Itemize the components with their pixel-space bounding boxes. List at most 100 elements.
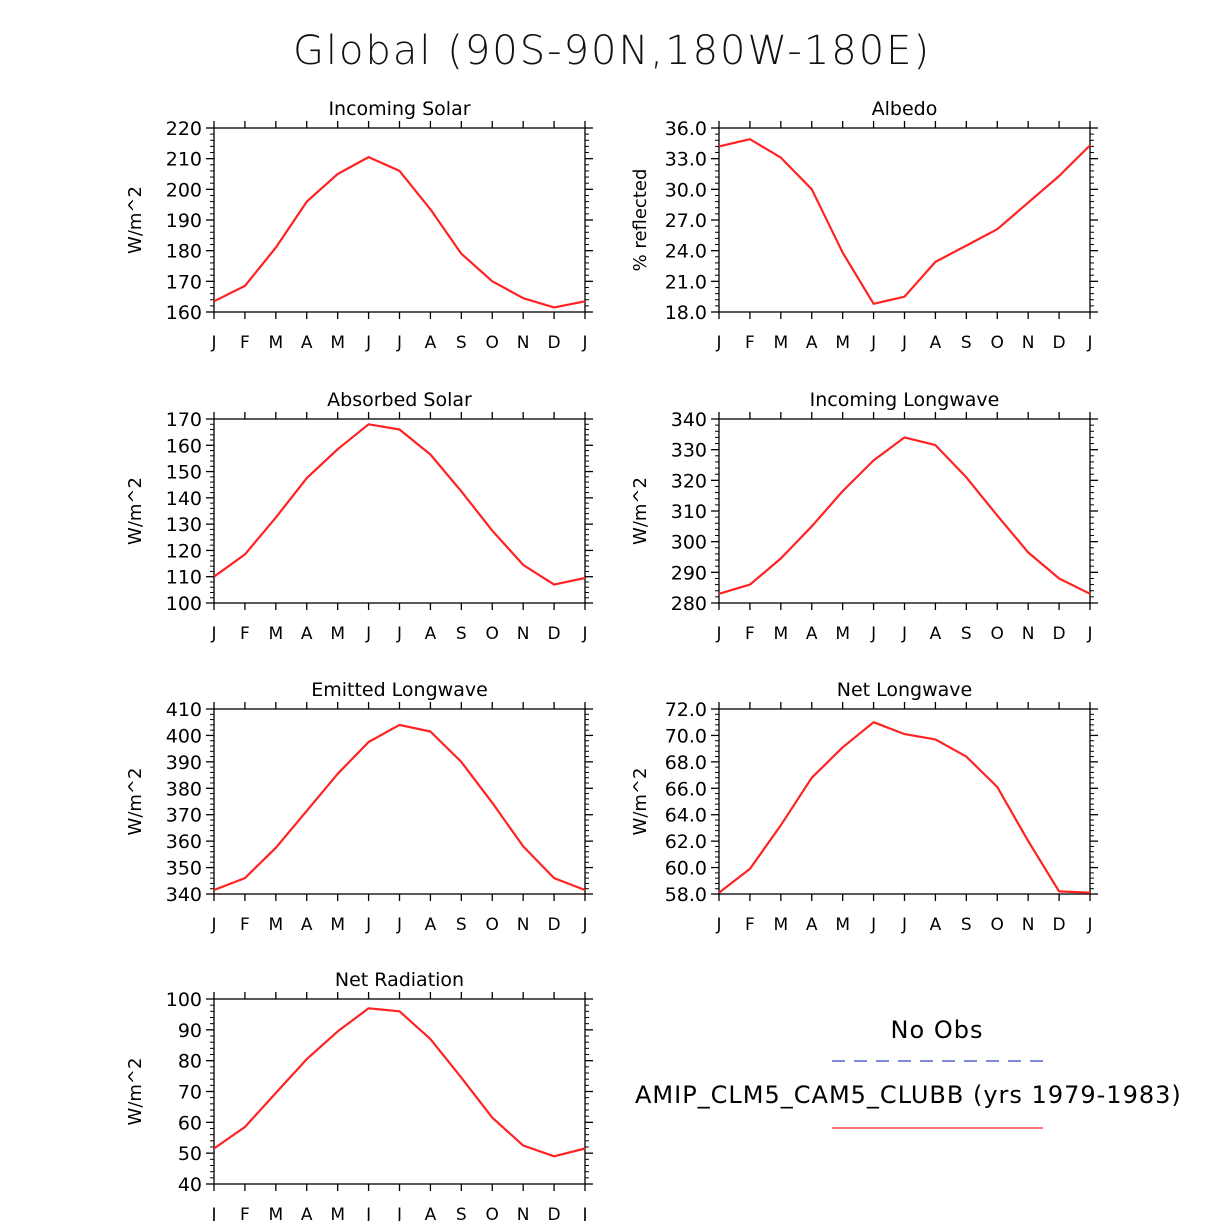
y-tick-label: 350 [166, 858, 202, 880]
x-tick-label: J [365, 333, 371, 353]
y-tick-label: 80 [178, 1051, 202, 1073]
x-tick-label: J [1086, 915, 1092, 935]
x-tick-label: S [961, 624, 972, 644]
x-tick-label: N [1022, 915, 1035, 935]
y-tick-label: 24.0 [665, 241, 707, 263]
y-tick-label: 170 [166, 409, 202, 431]
x-tick-label: A [301, 624, 313, 644]
y-tick-label: 40 [178, 1174, 202, 1196]
y-tick-label: 18.0 [665, 302, 707, 324]
x-tick-label: J [715, 333, 721, 353]
x-tick-label: J [870, 333, 876, 353]
x-tick-label: A [806, 915, 818, 935]
y-axis-label: % reflected [630, 169, 651, 272]
y-tick-label: 60 [178, 1112, 202, 1134]
y-tick-label: 68.0 [665, 752, 707, 774]
x-tick-label: A [425, 333, 437, 353]
x-tick-label: O [991, 624, 1004, 644]
x-tick-label: J [715, 915, 721, 935]
y-tick-label: 360 [166, 831, 202, 853]
y-tick-label: 160 [166, 435, 202, 457]
chart-title: Albedo [872, 98, 938, 120]
x-tick-label: D [548, 624, 561, 644]
x-tick-label: A [806, 624, 818, 644]
legend-model-label: AMIP_CLM5_CAM5_CLUBB (yrs 1979-1983) [635, 1081, 1182, 1109]
x-tick-label: J [581, 624, 587, 644]
x-tick-label: D [548, 333, 561, 353]
y-tick-label: 200 [166, 179, 202, 201]
x-tick-label: D [1053, 624, 1066, 644]
x-tick-label: J [901, 624, 907, 644]
plot-frame [718, 418, 1091, 604]
y-tick-label: 390 [166, 752, 202, 774]
x-tick-label: J [396, 624, 402, 644]
y-axis-label: W/m^2 [125, 477, 146, 545]
x-tick-label: A [425, 1205, 437, 1221]
x-tick-label: M [835, 624, 850, 644]
x-tick-label: J [870, 624, 876, 644]
x-tick-label: F [240, 333, 250, 353]
y-tick-label: 280 [671, 593, 707, 615]
y-tick-label: 220 [166, 118, 202, 140]
y-tick-label: 72.0 [665, 699, 707, 721]
x-tick-label: A [425, 915, 437, 935]
x-tick-label: F [745, 333, 755, 353]
y-tick-label: 36.0 [665, 118, 707, 140]
x-tick-label: M [835, 333, 850, 353]
x-tick-label: O [991, 333, 1004, 353]
x-tick-label: J [210, 333, 216, 353]
y-tick-label: 330 [671, 440, 707, 462]
x-tick-label: M [268, 1205, 283, 1221]
x-tick-label: M [773, 333, 788, 353]
x-tick-label: M [773, 915, 788, 935]
chart-title: Emitted Longwave [311, 679, 488, 701]
x-tick-label: J [581, 333, 587, 353]
x-tick-label: J [365, 1205, 371, 1221]
x-tick-label: A [301, 915, 313, 935]
y-tick-label: 340 [671, 409, 707, 431]
x-tick-label: A [301, 333, 313, 353]
x-tick-label: O [486, 915, 499, 935]
x-tick-label: S [456, 1205, 467, 1221]
series-line-0 [213, 423, 586, 586]
y-tick-label: 300 [671, 532, 707, 554]
y-tick-label: 90 [178, 1020, 202, 1042]
series-line-0 [718, 436, 1091, 595]
x-tick-label: J [210, 624, 216, 644]
y-tick-label: 62.0 [665, 831, 707, 853]
x-tick-label: J [396, 333, 402, 353]
x-tick-label: A [806, 333, 818, 353]
x-tick-label: J [1086, 624, 1092, 644]
y-axis-label: W/m^2 [125, 186, 146, 254]
y-tick-label: 21.0 [665, 271, 707, 293]
x-tick-label: A [930, 915, 942, 935]
x-tick-label: A [930, 333, 942, 353]
plot-frame [213, 127, 586, 313]
y-axis-label: W/m^2 [125, 768, 146, 836]
y-tick-label: 70 [178, 1082, 202, 1104]
x-tick-label: M [835, 915, 850, 935]
x-tick-label: O [991, 915, 1004, 935]
x-tick-label: O [486, 1205, 499, 1221]
page-title: Global (90S-90N,180W-180E) [292, 28, 932, 74]
y-tick-label: 27.0 [665, 210, 707, 232]
y-tick-label: 50 [178, 1143, 202, 1165]
x-tick-label: F [745, 915, 755, 935]
chart-title: Incoming Longwave [810, 389, 1000, 411]
plot-frame [718, 127, 1091, 313]
y-tick-label: 340 [166, 884, 202, 906]
x-tick-label: J [365, 915, 371, 935]
x-tick-label: M [330, 1205, 345, 1221]
x-tick-label: S [456, 333, 467, 353]
y-axis-label: W/m^2 [630, 768, 651, 836]
y-tick-label: 58.0 [665, 884, 707, 906]
x-tick-label: M [330, 915, 345, 935]
legend-obs-label: No Obs [891, 1016, 984, 1044]
y-tick-label: 110 [166, 567, 202, 589]
series-line-0 [718, 721, 1091, 894]
